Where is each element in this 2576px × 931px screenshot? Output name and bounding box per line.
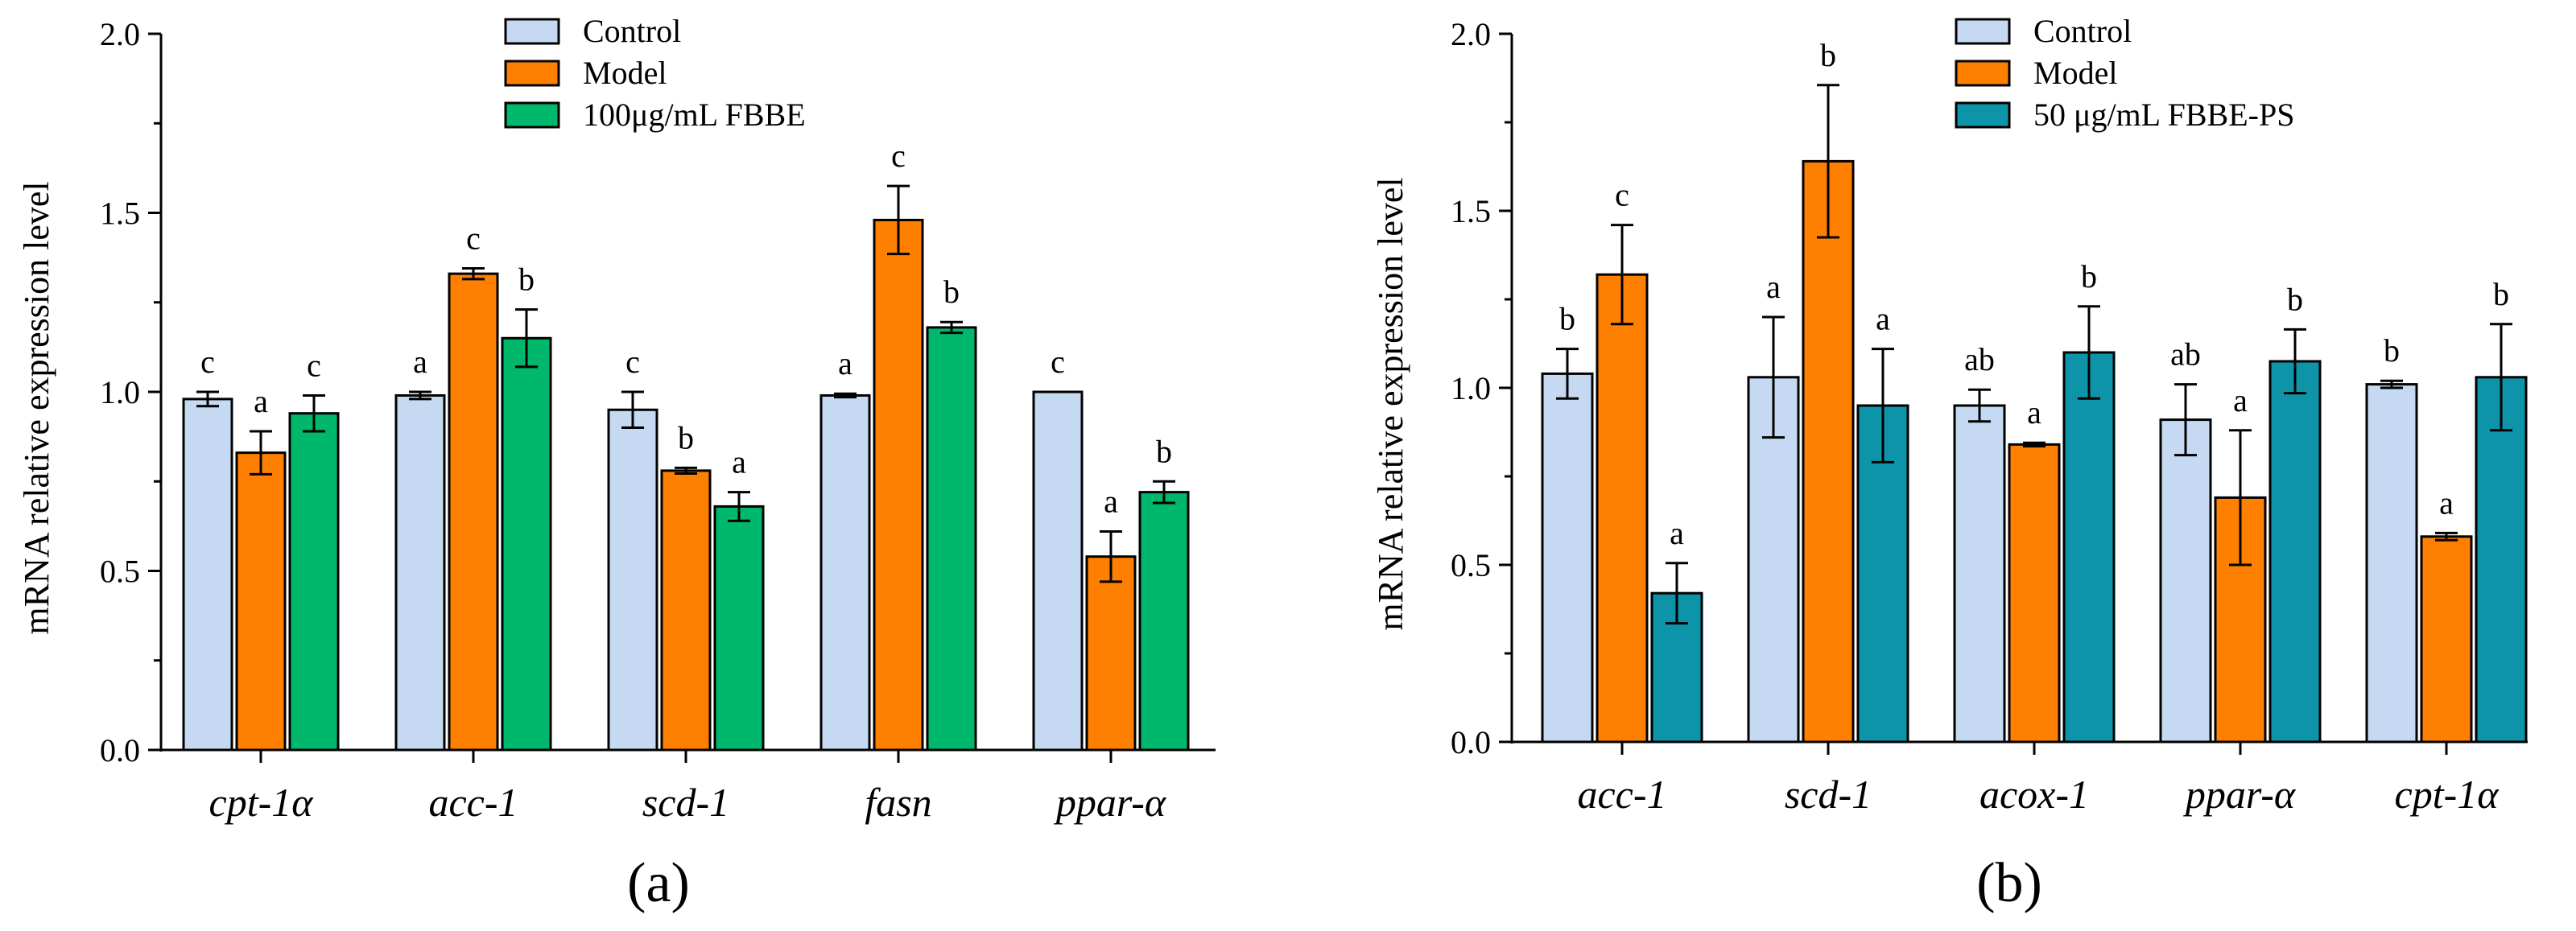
bar [926,326,977,752]
significance-label: c [466,220,481,256]
bar [1032,390,1084,752]
significance-label: a [413,344,427,380]
legend-label: Model [2033,55,2117,91]
bar [819,393,871,752]
bar [1747,376,1800,744]
y-tick-label: 1.5 [100,196,140,232]
x-category-label: acc-1 [428,780,518,825]
y-tick-label: 1.0 [1451,370,1491,406]
bar [2159,418,2212,744]
y-axis-title: mRNA relative expression level [1371,177,1410,630]
bar [394,393,446,752]
significance-label: b [2493,276,2509,312]
chart-panel-a: 0.0 0.5 1.0 1.5 2.0 mRNA relative expression … [17,13,1216,914]
x-category-label: cpt-1α [209,780,315,825]
significance-label: a [1766,269,1781,305]
y-tick-label: 0.0 [100,732,140,768]
legend-label: Model [583,55,667,91]
y-tick-label: 0.0 [1451,724,1491,760]
legend-swatch [504,18,560,45]
bar [235,451,287,752]
significance-label: b [678,419,694,455]
significance-label: c [1615,177,1629,213]
bar [2420,535,2473,744]
x-category-label: acc-1 [1577,772,1666,817]
legend-swatch [1955,60,2011,87]
x-category-label: fasn [865,780,931,825]
significance-label: a [2233,382,2248,418]
bar [1541,372,1594,744]
significance-label: b [1820,37,1836,73]
significance-label: b [2384,332,2400,369]
bar [2008,443,2061,744]
panel-label: (a) [627,852,690,914]
bar [448,272,499,752]
significance-label: c [307,347,321,383]
significance-label: b [518,262,535,298]
significance-label: b [2287,281,2303,317]
bar [182,398,233,752]
significance-label: c [200,344,215,380]
x-category-label: scd-1 [1785,772,1872,817]
bar [1138,491,1190,752]
bar [1596,273,1649,744]
bar [660,469,712,752]
legend-swatch [504,101,560,129]
bar [2268,360,2322,744]
y-tick-label: 2.0 [100,16,140,52]
y-tick-label: 0.5 [100,554,140,590]
legend-label: Control [583,13,681,49]
significance-label: a [254,383,268,419]
significance-label: b [1156,433,1172,469]
bar [873,218,924,752]
significance-label: c [625,344,640,380]
significance-label: b [1559,301,1575,337]
bar [2365,383,2418,744]
bar [1085,555,1137,752]
bar [288,412,340,752]
significance-label: a [838,345,852,381]
y-tick-label: 1.0 [100,374,140,410]
significance-label: b [943,274,960,310]
x-category-label: ppar-α [1054,780,1167,825]
y-axis-title: mRNA relative expression level [17,181,56,634]
significance-label: c [891,138,906,174]
significance-label: ab [2170,336,2201,373]
legend-label: Control [2033,13,2132,49]
y-tick-label: 1.5 [1451,193,1491,229]
bar [713,505,765,752]
x-category-label: cpt-1α [2395,772,2500,817]
significance-label: a [1670,515,1684,551]
chart-panel-b: 0.0 0.5 1.0 1.5 2.0 mRNA relative expression … [1371,13,2528,914]
significance-label: a [2439,484,2454,521]
legend-swatch [504,60,560,87]
legend-swatch [1955,101,2011,129]
significance-label: a [1104,484,1118,520]
bar [607,408,658,752]
y-tick-label: 2.0 [1451,16,1491,52]
x-category-label: scd-1 [642,780,729,825]
bar [1802,159,1855,744]
x-category-label: ppar-α [2183,772,2297,817]
y-tick-label: 0.5 [1451,547,1491,583]
significance-label: a [732,444,746,480]
significance-label: a [2027,394,2041,430]
x-category-label: acox-1 [1979,772,2089,817]
significance-label: a [1876,301,1890,337]
panel-label: (b) [1976,852,2042,914]
bar [501,336,552,752]
bar [1953,404,2006,744]
legend-label: 100μg/mL FBBE [583,97,806,133]
bar [2062,351,2116,744]
significance-label: ab [1964,341,1995,377]
legend-swatch [1955,18,2011,45]
significance-label: b [2081,258,2097,295]
bar [2475,376,2528,744]
significance-label: c [1051,344,1065,380]
legend-label: 50 μg/mL FBBE-PS [2033,97,2294,133]
